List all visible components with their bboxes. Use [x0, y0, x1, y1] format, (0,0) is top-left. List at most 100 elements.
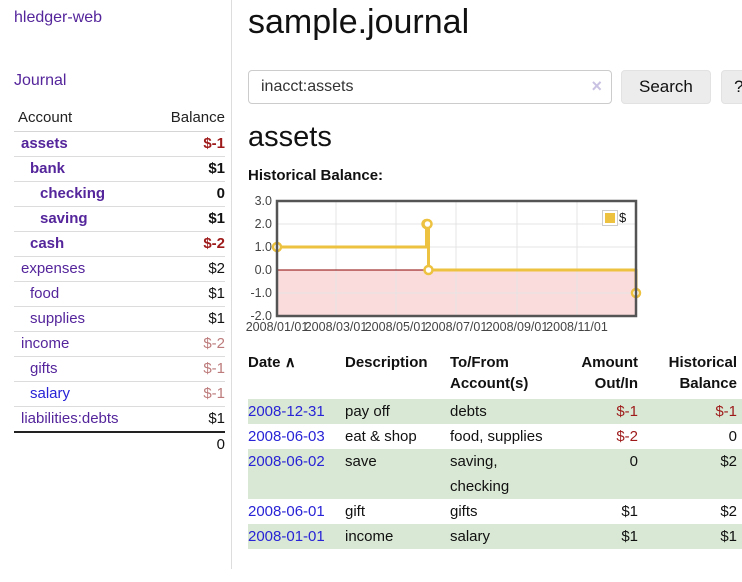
transaction-amount: $-2	[616, 428, 638, 445]
account-row: cash $-2	[14, 231, 225, 257]
sidebar-nav: Journal	[14, 71, 231, 91]
tofrom-column-header: To/From Account(s)	[450, 354, 529, 392]
svg-text:0.0: 0.0	[255, 263, 272, 277]
balance-column-header: Historical Balance	[668, 354, 737, 392]
date-column-header: Date ∧	[248, 354, 296, 371]
svg-text:-2.0: -2.0	[250, 309, 272, 323]
accounts-total-value: 0	[149, 431, 225, 457]
historical-balance-chart[interactable]: $ 3.0 2.0 1.0 0.0 -1.0 -2.0 2008/01/01 2008/03/…	[246, 194, 742, 336]
sidebar-account-salary[interactable]: salary	[30, 385, 71, 402]
hledger-web-app: hledger-web Journal Account Balance asse…	[14, 0, 742, 569]
transaction-balance: $2	[638, 449, 742, 499]
account-row: supplies $1	[14, 306, 225, 332]
balance-chart-svg[interactable]: $ 3.0 2.0 1.0 0.0 -1.0 -2.02008/01/012008/03/…	[246, 194, 742, 336]
plot-border	[275, 199, 638, 318]
svg-text:2008/01/01: 2008/01/01	[246, 320, 309, 334]
transaction-balance: 0	[728, 428, 737, 445]
transaction-description: save	[345, 449, 450, 499]
account-balance: $2	[149, 256, 225, 282]
transaction-date-link[interactable]: 2008-06-01	[248, 503, 325, 520]
sidebar-account-assets[interactable]: assets	[21, 135, 68, 152]
account-balance: $1	[149, 206, 225, 232]
account-row: salary $-1	[14, 381, 225, 407]
sidebar-account-income[interactable]: income	[21, 335, 70, 352]
sidebar-item-journal[interactable]: Journal	[14, 72, 67, 89]
transaction-row: 2008-06-03 eat & shop food, supplies $-2 0	[248, 424, 742, 449]
chart-title: Historical Balance:	[248, 167, 384, 184]
help-button[interactable]: ?	[720, 70, 742, 104]
transaction-row: 2008-12-31 pay off debts $-1 $-1	[248, 399, 742, 424]
transaction-amount: $1	[566, 524, 638, 549]
sidebar-account-checking[interactable]: checking	[40, 185, 106, 202]
register-table: Date ∧ Description To/From Account(s) Am…	[248, 352, 742, 549]
account-row: income $-2	[14, 331, 225, 357]
accounts-table: Account Balance assets $-1 bank $1 checking 0…	[14, 107, 225, 457]
sidebar-account-bank[interactable]: bank	[30, 160, 66, 177]
account-heading: assets	[248, 121, 332, 153]
account-row: bank $1	[14, 156, 225, 182]
svg-text:2008/07/01: 2008/07/01	[425, 320, 488, 334]
sort-ascending-icon: ∧	[284, 354, 296, 371]
account-balance: $-2	[149, 331, 225, 357]
transaction-description: gift	[345, 503, 366, 520]
account-balance: $-1	[149, 381, 225, 407]
transaction-accounts: food, supplies	[450, 428, 543, 445]
svg-text:-1.0: -1.0	[250, 286, 272, 300]
transaction-balance: $2	[720, 503, 737, 520]
account-row: liabilities:debts $1	[14, 406, 225, 433]
transaction-accounts: gifts	[450, 503, 478, 520]
transaction-date-link[interactable]: 2008-01-01	[248, 528, 325, 545]
legend-swatch	[605, 213, 615, 223]
accounts-total-row: 0	[14, 431, 225, 457]
account-row: food $1	[14, 281, 225, 307]
main-content: sample.journal × Search ? assets Histori…	[232, 0, 742, 569]
sidebar-account-supplies[interactable]: supplies	[30, 310, 86, 327]
sidebar-account-gifts[interactable]: gifts	[30, 360, 58, 377]
page-title: sample.journal	[248, 3, 470, 41]
transaction-row: 2008-06-02 save saving, checking 0 $2	[248, 449, 742, 499]
description-column-header: Description	[345, 354, 428, 371]
transaction-balance: $1	[638, 524, 742, 549]
sidebar-account-liabilities-debts[interactable]: liabilities:debts	[21, 410, 119, 427]
sidebar-account-saving[interactable]: saving	[40, 210, 88, 227]
transaction-date-link[interactable]: 2008-06-02	[248, 453, 325, 470]
transaction-accounts: salary	[450, 524, 566, 549]
account-balance: 0	[149, 181, 225, 207]
svg-text:2008/05/01: 2008/05/01	[365, 320, 428, 334]
app-title-link[interactable]: hledger-web	[14, 9, 103, 26]
sidebar-account-expenses[interactable]: expenses	[21, 260, 86, 277]
transaction-accounts: saving, checking	[450, 449, 566, 499]
svg-text:2008/03/01: 2008/03/01	[305, 320, 368, 334]
accounts-table-header: Account Balance	[14, 107, 225, 132]
account-balance: $-1	[149, 131, 225, 157]
account-balance: $1	[149, 306, 225, 332]
account-balance: $-1	[149, 356, 225, 382]
search-box: ×	[248, 70, 612, 104]
transaction-date-link[interactable]: 2008-06-03	[248, 428, 325, 445]
account-balance: $1	[149, 281, 225, 307]
legend-label: $	[619, 210, 627, 225]
transaction-amount: $1	[621, 503, 638, 520]
transaction-description: eat & shop	[345, 428, 417, 445]
transaction-balance: $-1	[638, 399, 742, 424]
sidebar-account-cash[interactable]: cash	[30, 235, 65, 252]
account-balance: $1	[149, 406, 225, 433]
search-input[interactable]	[248, 70, 612, 104]
transaction-amount: $-1	[566, 399, 638, 424]
app-title: hledger-web	[14, 8, 231, 28]
svg-text:2.0: 2.0	[255, 217, 272, 231]
account-balance: $-2	[149, 231, 225, 257]
amount-column-header: Amount Out/In	[581, 354, 638, 392]
account-row: checking 0	[14, 181, 225, 207]
transaction-amount: 0	[566, 449, 638, 499]
transaction-date-link[interactable]: 2008-12-31	[248, 403, 325, 420]
clear-search-icon[interactable]: ×	[591, 76, 602, 96]
search-button[interactable]: Search	[621, 70, 711, 104]
balance-column-header: Balance	[149, 107, 225, 132]
account-row: saving $1	[14, 206, 225, 232]
svg-text:2008/09/01: 2008/09/01	[486, 320, 549, 334]
sidebar-account-food[interactable]: food	[30, 285, 60, 302]
transaction-description: pay off	[345, 399, 450, 424]
transaction-accounts: debts	[450, 399, 566, 424]
transaction-description: income	[345, 524, 450, 549]
